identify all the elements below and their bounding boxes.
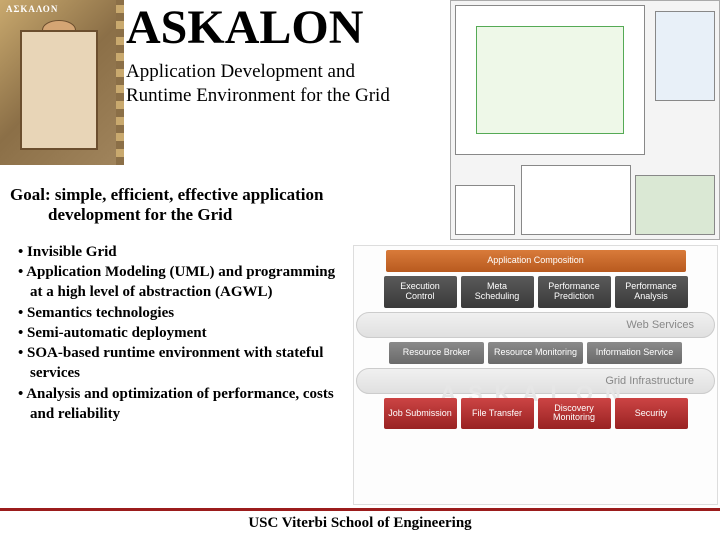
arch-box: Performance Prediction [538, 276, 611, 308]
main-title: ASKALON [126, 4, 390, 52]
arch-box: Performance Analysis [615, 276, 688, 308]
architecture-diagram: Application Composition Execution Contro… [353, 245, 718, 505]
footer-divider [0, 508, 720, 511]
arch-box: Resource Broker [389, 342, 484, 364]
bullet-item: Invisible Grid [18, 242, 340, 262]
goal-statement: Goal: simple, efficient, effective appli… [0, 165, 400, 226]
bullet-item: SOA-based runtime environment with state… [18, 343, 340, 384]
title-block: ASKALON Application Development and Runt… [118, 0, 390, 108]
arch-box: Meta Scheduling [461, 276, 534, 308]
bullet-item: Semi-automatic deployment [18, 323, 340, 343]
arch-box: Execution Control [384, 276, 457, 308]
screenshot-flow [455, 185, 515, 235]
arch-app-composition: Application Composition [386, 250, 686, 272]
arch-box: Discovery Monitoring [538, 398, 611, 430]
subtitle: Application Development and Runtime Envi… [126, 60, 390, 108]
screenshot-3d [635, 175, 715, 235]
arch-band-webservices: Web Services [356, 312, 715, 338]
arch-box: Resource Monitoring [488, 342, 583, 364]
screenshot-log [521, 165, 631, 235]
arch-box: Job Submission [384, 398, 457, 430]
bullet-item: Semantics technologies [18, 303, 340, 323]
bullet-item: Application Modeling (UML) and programmi… [18, 262, 340, 303]
screenshot-ide [455, 5, 645, 155]
bullet-list: Invisible Grid Application Modeling (UML… [0, 226, 340, 424]
screenshot-chart [655, 11, 715, 101]
footer: USC Viterbi School of Engineering [0, 508, 720, 532]
bullet-item: Analysis and optimization of performance… [18, 384, 340, 425]
header: ΑΣΚΑΛΟΝ ASKALON Application Development … [0, 0, 720, 165]
arch-box: File Transfer [461, 398, 534, 430]
footer-text: USC Viterbi School of Engineering [248, 515, 471, 531]
logo-greek-text: ΑΣΚΑΛΟΝ [6, 4, 58, 14]
askalon-logo: ΑΣΚΑΛΟΝ [0, 0, 118, 165]
screenshot-collage [450, 0, 720, 240]
arch-box: Information Service [587, 342, 682, 364]
arch-box: Security [615, 398, 688, 430]
